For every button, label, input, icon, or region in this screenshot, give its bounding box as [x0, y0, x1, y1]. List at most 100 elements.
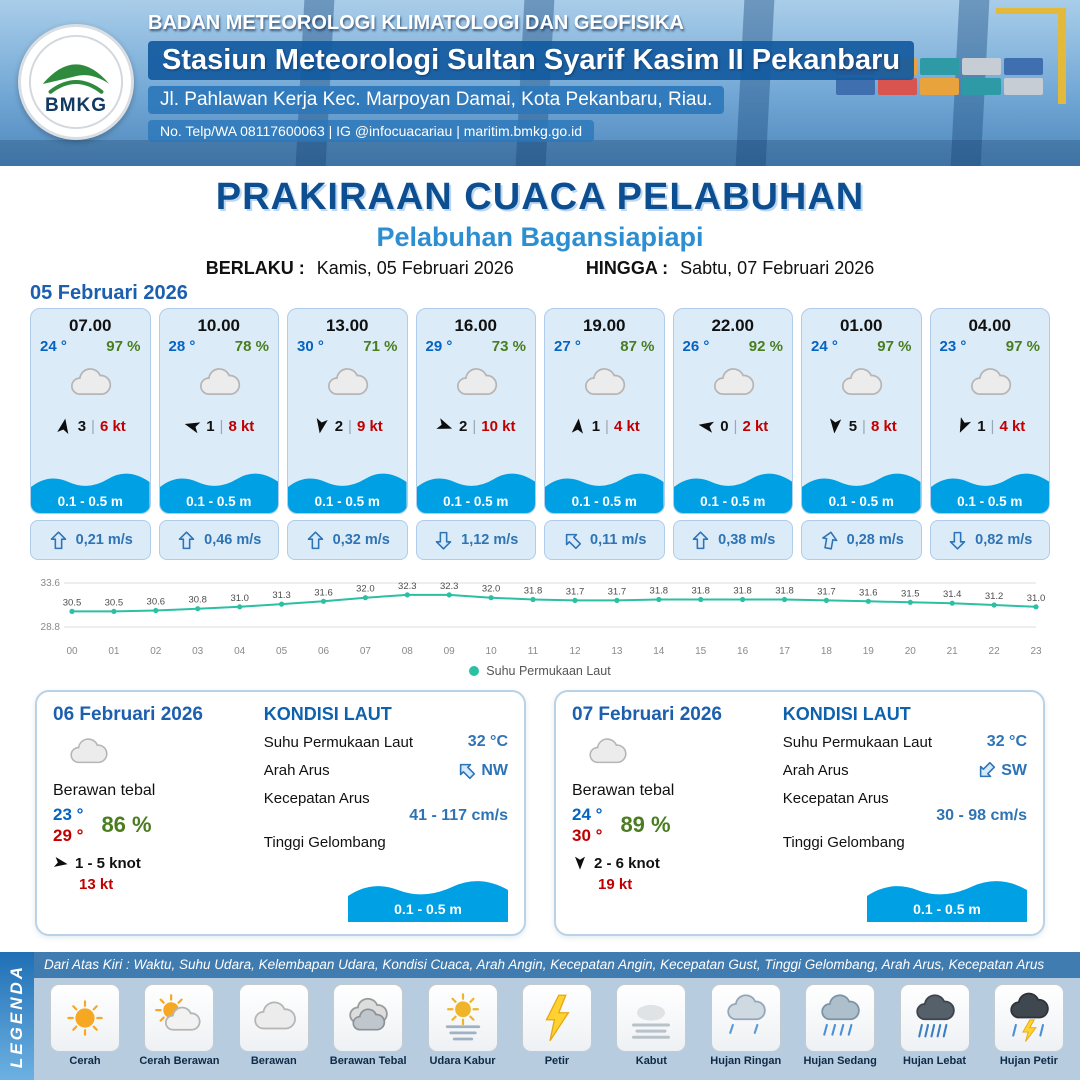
wind-direction-icon — [181, 415, 203, 437]
current-speed: 1,12 m/s — [461, 532, 519, 548]
forecast-time: 07.00 — [68, 316, 112, 335]
wind-speed: 0 — [720, 417, 729, 435]
svg-text:01: 01 — [108, 646, 120, 657]
current-speed: 0,28 m/s — [846, 532, 904, 548]
legend-tile — [805, 984, 876, 1052]
sea-current-box: 0,32 m/s — [287, 520, 408, 560]
series-dot-icon — [469, 666, 480, 676]
sea-condition-title: KONDISI LAUT — [263, 704, 392, 724]
wind-row: 0 | 2 kt — [674, 413, 793, 439]
svg-text:31.2: 31.2 — [985, 591, 1004, 602]
svg-text:30.8: 30.8 — [188, 595, 207, 606]
current-direction-icon — [48, 530, 69, 551]
humidity: 92 % — [748, 338, 783, 355]
current-direction-label: Arah Arus — [263, 762, 330, 779]
humidity: 89 % — [620, 812, 671, 838]
weather-condition: Berawan tebal — [572, 782, 675, 799]
current-direction-icon — [947, 530, 968, 551]
current-speed-value: 30 - 98 cm/s — [936, 807, 1027, 824]
wind-gust: 4 kt — [999, 417, 1026, 435]
wave-icon — [159, 473, 278, 513]
forecast-date: 05 Februari 2026 — [30, 282, 188, 304]
bmkg-logo-text: BMKG — [44, 95, 108, 116]
forecast-time: 22.00 — [711, 316, 755, 335]
current-speed-value: 41 - 117 cm/s — [409, 807, 508, 824]
current-speed: 0,82 m/s — [975, 532, 1033, 548]
svg-text:32.0: 32.0 — [482, 584, 501, 595]
port-name-subtitle: Pelabuhan Bagansiapiapi — [376, 222, 704, 252]
legend-item: Hujan Sedang — [795, 984, 885, 1076]
valid-until-value: Sabtu, 07 Februari 2026 — [680, 258, 875, 278]
separator: | — [733, 417, 738, 435]
wave-height-band: 0.1 - 0.5 m — [802, 471, 921, 513]
cloud-icon — [53, 728, 258, 780]
humidity: 71 % — [363, 338, 398, 355]
wave-height-band: 0.1 - 0.5 m — [673, 471, 792, 513]
forecast-card: 16.00 29 ° 73 % 2 | 10 kt 0.1 - 0.5 m — [415, 308, 536, 560]
current-speed: 0,38 m/s — [718, 532, 776, 548]
svg-text:31.8: 31.8 — [524, 586, 543, 597]
cloud-icon — [417, 355, 536, 413]
sst-label: Suhu Permukaan Laut — [263, 733, 414, 751]
station-name: Stasiun Meteorologi Sultan Syarif Kasim … — [148, 41, 915, 80]
svg-text:31.5: 31.5 — [901, 588, 920, 599]
forecast-card-main: 01.00 24 ° 97 % 5 | 8 kt 0.1 - 0.5 m — [801, 308, 922, 514]
svg-text:10: 10 — [486, 646, 498, 657]
forecast-card: 13.00 30 ° 71 % 2 | 9 kt 0.1 - 0.5 m — [287, 308, 408, 560]
sea-current-box: 0,82 m/s — [929, 520, 1050, 560]
wind-gust: 13 kt — [79, 875, 114, 893]
wave-height-band: 0.1 - 0.5 m — [288, 471, 407, 513]
weather-icon — [812, 990, 868, 1046]
legend-label: Kabut — [635, 1055, 667, 1067]
current-direction-icon — [972, 756, 1002, 786]
svg-text:07: 07 — [360, 646, 372, 657]
sea-current-box: 0,21 m/s — [30, 520, 151, 560]
legend-description: Dari Atas Kiri : Waktu, Suhu Udara, Kele… — [34, 952, 1080, 978]
daily-date: 06 Februari 2026 — [53, 704, 203, 725]
wind-speed: 1 — [591, 417, 601, 435]
chart-legend: Suhu Permukaan Laut — [0, 664, 1080, 678]
svg-text:12: 12 — [569, 646, 581, 657]
bmkg-logo-icon — [28, 34, 124, 130]
forecast-card-main: 16.00 29 ° 73 % 2 | 10 kt 0.1 - 0.5 m — [415, 308, 536, 514]
air-temperature: 28 ° — [168, 338, 196, 355]
svg-text:00: 00 — [66, 646, 78, 657]
forecast-card: 07.00 24 ° 97 % 3 | 6 kt 0.1 - 0.5 m — [30, 308, 151, 560]
current-speed: 0,46 m/s — [204, 532, 262, 548]
wave-height-band: 0.1 - 0.5 m — [348, 878, 508, 922]
wind-direction-icon — [433, 414, 456, 437]
svg-text:31.8: 31.8 — [691, 586, 710, 597]
wave-icon — [545, 473, 664, 513]
wave-icon — [288, 473, 407, 513]
legend-tile — [427, 984, 498, 1052]
current-speed-label: Kecepatan Arus — [263, 790, 370, 807]
max-temperature: 29 ° — [53, 826, 84, 846]
svg-text:18: 18 — [821, 646, 833, 657]
legend-item: Cerah Berawan — [134, 984, 224, 1076]
legend-item: Hujan Petir — [984, 984, 1074, 1076]
wind-gust: 6 kt — [99, 417, 126, 435]
wind-row: 2 | 10 kt — [417, 413, 536, 439]
forecast-card-main: 13.00 30 ° 71 % 2 | 9 kt 0.1 - 0.5 m — [287, 308, 408, 514]
current-direction-icon — [452, 756, 482, 786]
wind-direction-icon — [951, 414, 975, 438]
daily-weather-column: 06 Februari 2026 Berawan tebal 23 ° 29 °… — [53, 704, 258, 922]
wind-direction-icon — [825, 416, 845, 436]
wind-direction-icon — [310, 416, 331, 437]
legend-title: LEGENDA — [7, 963, 26, 1069]
valid-until-label: HINGGA : — [585, 258, 669, 278]
sst-label: Suhu Permukaan Laut — [782, 733, 933, 751]
legend-tile — [710, 984, 781, 1052]
humidity: 97 % — [1005, 338, 1040, 355]
forecast-card: 04.00 23 ° 97 % 1 | 4 kt 0.1 - 0.5 m — [929, 308, 1050, 560]
wind-gust: 10 kt — [481, 417, 516, 435]
forecast-card-main: 10.00 28 ° 78 % 1 | 8 kt 0.1 - 0.5 m — [158, 308, 279, 514]
legend-tile — [521, 984, 592, 1052]
wind-row: 1 - 5 knot — [53, 855, 258, 872]
svg-text:19: 19 — [863, 646, 875, 657]
wave-height-band: 0.1 - 0.5 m — [867, 878, 1027, 922]
svg-text:30.6: 30.6 — [147, 597, 166, 608]
legend-label: Hujan Lebat — [903, 1055, 966, 1067]
svg-text:31.3: 31.3 — [272, 590, 291, 601]
cloud-icon — [674, 355, 793, 413]
